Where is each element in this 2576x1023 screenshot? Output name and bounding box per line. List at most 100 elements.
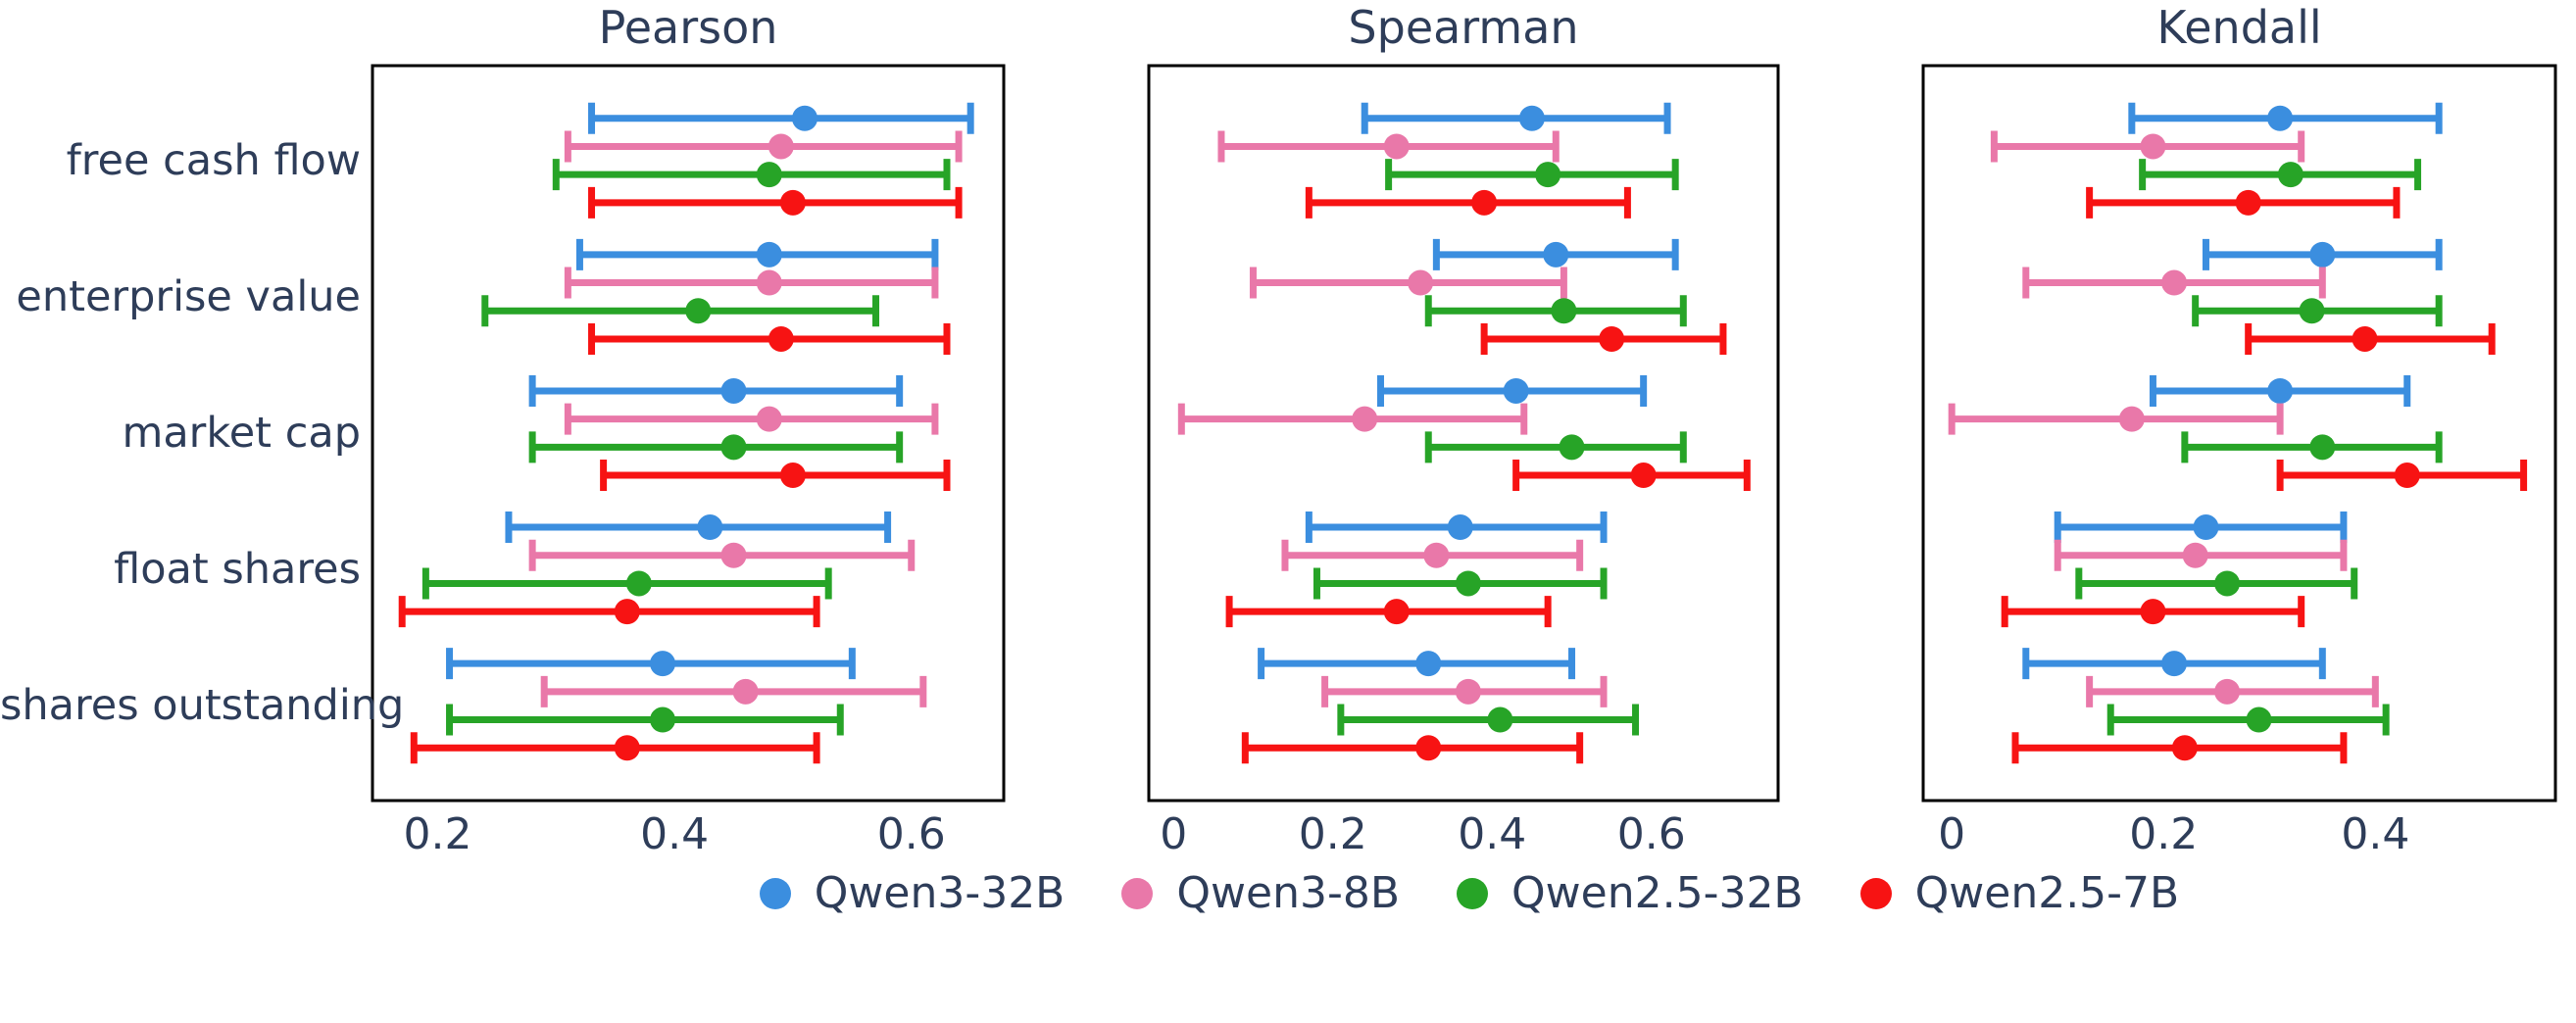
errorbar bbox=[528, 431, 904, 463]
x-tick-label: 0.4 bbox=[2341, 809, 2410, 859]
data-point bbox=[625, 570, 652, 597]
data-point bbox=[2235, 189, 2261, 216]
data-point bbox=[756, 406, 782, 432]
data-point bbox=[1543, 241, 1569, 268]
data-point bbox=[1455, 678, 1481, 705]
errorbar bbox=[1177, 403, 1528, 435]
legend-item: Qwen3-8B bbox=[1121, 868, 1400, 918]
errorbar bbox=[2245, 322, 2496, 355]
panel-border bbox=[371, 64, 1006, 803]
errorbar bbox=[505, 512, 892, 544]
errorbar bbox=[540, 675, 927, 707]
x-tick-label: 0.2 bbox=[1298, 809, 1367, 859]
errorbar bbox=[564, 130, 963, 163]
data-point bbox=[720, 542, 747, 568]
data-point bbox=[1630, 463, 1657, 489]
legend-label: Qwen3-32B bbox=[814, 868, 1065, 918]
data-point bbox=[614, 599, 640, 625]
legend-item: Qwen3-32B bbox=[759, 868, 1065, 918]
data-point bbox=[756, 269, 782, 296]
data-point bbox=[1487, 706, 1513, 733]
data-point bbox=[1408, 269, 1434, 296]
data-point bbox=[720, 377, 747, 404]
errorbar bbox=[564, 267, 939, 299]
x-tick-label: 0.4 bbox=[640, 809, 710, 859]
errorbar bbox=[2276, 460, 2528, 492]
x-tick-label: 0.6 bbox=[876, 809, 946, 859]
category-label: enterprise value bbox=[16, 271, 361, 321]
data-point bbox=[2394, 463, 2420, 489]
errorbar bbox=[1305, 512, 1608, 544]
errorbar bbox=[600, 460, 951, 492]
data-point bbox=[1471, 189, 1498, 216]
data-point bbox=[614, 735, 640, 761]
data-point bbox=[1352, 406, 1378, 432]
legend-label: Qwen2.5-7B bbox=[1914, 868, 2180, 918]
errorbar bbox=[588, 322, 951, 355]
data-point bbox=[2161, 269, 2188, 296]
errorbar bbox=[1241, 732, 1584, 764]
errorbar bbox=[421, 567, 832, 600]
errorbar bbox=[1385, 159, 1679, 191]
errorbar bbox=[1225, 596, 1552, 628]
legend-marker-icon bbox=[1457, 877, 1489, 909]
errorbar bbox=[446, 704, 844, 736]
x-tick-label: 0 bbox=[1160, 809, 1188, 859]
data-point bbox=[2140, 133, 2166, 160]
data-point bbox=[1559, 434, 1585, 461]
data-point bbox=[756, 162, 782, 188]
data-point bbox=[2267, 377, 2294, 404]
data-point bbox=[685, 298, 712, 324]
data-point bbox=[697, 514, 723, 541]
errorbar bbox=[2106, 704, 2390, 736]
data-point bbox=[2246, 706, 2272, 733]
errorbar bbox=[2128, 102, 2443, 134]
data-point bbox=[2193, 514, 2219, 541]
errorbar bbox=[1361, 102, 1671, 134]
errorbar bbox=[2202, 238, 2443, 270]
errorbar bbox=[1281, 539, 1584, 571]
errorbar bbox=[481, 295, 880, 327]
x-tick-label: 0 bbox=[1938, 809, 1966, 859]
legend-item: Qwen2.5-7B bbox=[1859, 868, 2180, 918]
data-point bbox=[1383, 133, 1410, 160]
data-point bbox=[2214, 678, 2241, 705]
legend-marker-icon bbox=[1859, 877, 1892, 909]
errorbar bbox=[1424, 431, 1687, 463]
errorbar bbox=[1990, 130, 2305, 163]
errorbar bbox=[564, 403, 939, 435]
errorbar bbox=[2192, 295, 2443, 327]
errorbar bbox=[552, 159, 951, 191]
errorbar bbox=[2075, 567, 2358, 600]
data-point bbox=[1415, 735, 1442, 761]
data-point bbox=[2182, 542, 2208, 568]
panel-border bbox=[1147, 64, 1780, 803]
errorbar bbox=[1258, 648, 1576, 680]
errorbar bbox=[1305, 186, 1631, 219]
data-point bbox=[2118, 406, 2145, 432]
data-point bbox=[1535, 162, 1561, 188]
errorbar bbox=[1376, 374, 1648, 407]
errorbar bbox=[588, 102, 974, 134]
x-tick-label: 0.4 bbox=[1458, 809, 1527, 859]
data-point bbox=[1383, 599, 1410, 625]
data-point bbox=[1447, 514, 1473, 541]
data-point bbox=[732, 678, 759, 705]
data-point bbox=[650, 706, 676, 733]
data-point bbox=[2161, 651, 2188, 677]
data-point bbox=[756, 241, 782, 268]
data-point bbox=[2309, 434, 2336, 461]
data-point bbox=[2309, 241, 2336, 268]
errorbar bbox=[1337, 704, 1640, 736]
legend-items: Qwen3-32B Qwen3-8B Qwen2.5-32B Qwen2.5-7B bbox=[759, 868, 2180, 918]
data-point bbox=[768, 133, 794, 160]
errorbar bbox=[2022, 267, 2326, 299]
panel-title: Pearson bbox=[598, 1, 778, 54]
x-tick-label: 0.6 bbox=[1616, 809, 1686, 859]
data-point bbox=[1599, 325, 1625, 352]
errorbar bbox=[1512, 460, 1751, 492]
errorbar bbox=[2054, 512, 2348, 544]
errorbar bbox=[588, 186, 963, 219]
data-point bbox=[2140, 599, 2166, 625]
